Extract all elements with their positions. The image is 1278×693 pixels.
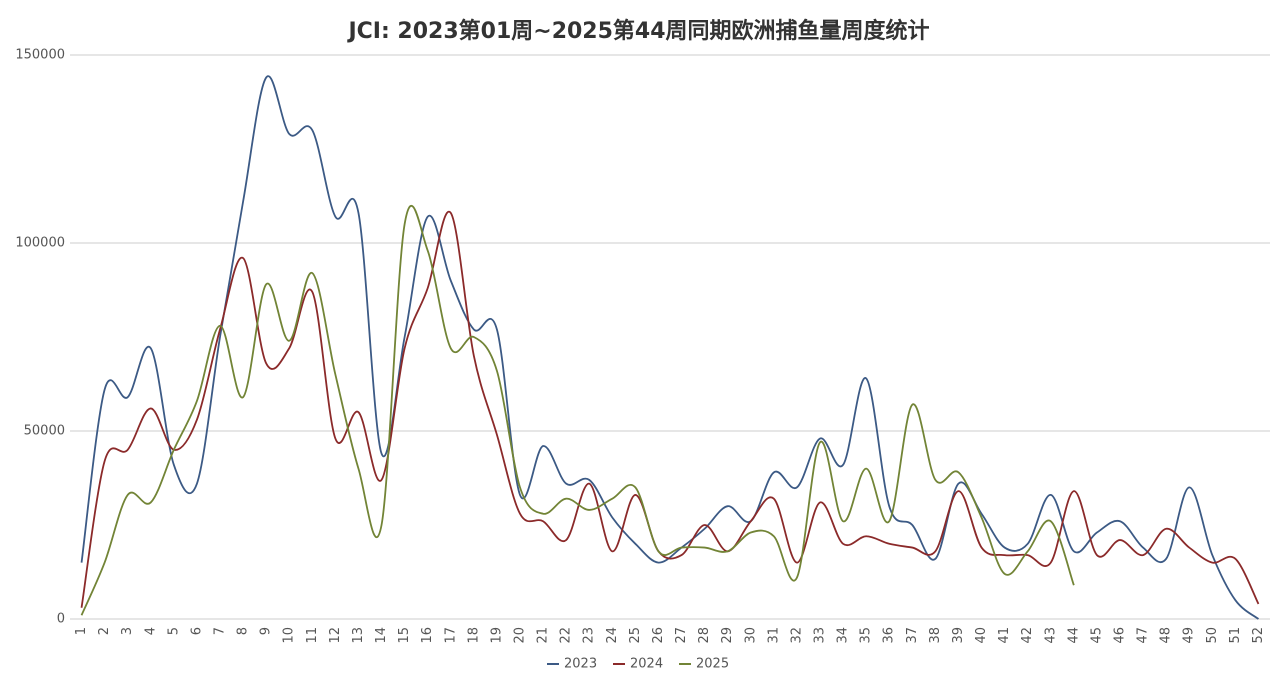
series-line bbox=[80, 210, 1260, 608]
x-tick-label: 27 bbox=[674, 627, 689, 644]
x-tick-label: 45 bbox=[1089, 627, 1104, 644]
x-tick-label: 50 bbox=[1205, 627, 1220, 644]
x-tick-label: 38 bbox=[928, 627, 943, 644]
x-tick-label: 21 bbox=[536, 627, 551, 644]
x-tick-label: 35 bbox=[859, 627, 874, 644]
x-tick-label: 46 bbox=[1113, 627, 1128, 644]
x-tick-label: 6 bbox=[189, 627, 204, 635]
x-tick-label: 7 bbox=[213, 627, 228, 635]
x-tick-label: 5 bbox=[166, 627, 181, 635]
x-tick-label: 32 bbox=[789, 627, 804, 644]
x-tick-label: 40 bbox=[974, 627, 989, 644]
x-tick-label: 39 bbox=[951, 627, 966, 644]
x-tick-label: 31 bbox=[766, 627, 781, 644]
x-tick-label: 49 bbox=[1182, 627, 1197, 644]
x-tick-label: 11 bbox=[305, 627, 320, 644]
x-tick-label: 41 bbox=[997, 627, 1012, 644]
x-tick-label: 33 bbox=[813, 627, 828, 644]
y-tick-label: 150000 bbox=[15, 48, 65, 63]
x-tick-label: 25 bbox=[628, 627, 643, 644]
y-tick-label: 0 bbox=[57, 612, 65, 627]
x-tick-label: 37 bbox=[905, 627, 920, 644]
x-tick-label: 13 bbox=[351, 627, 366, 644]
x-tick-label: 48 bbox=[1159, 627, 1174, 644]
y-tick-label: 50000 bbox=[24, 424, 65, 439]
series-line bbox=[80, 204, 1075, 616]
x-tick-label: 2 bbox=[97, 627, 112, 635]
legend-label: 2024 bbox=[630, 657, 663, 672]
series-line bbox=[80, 75, 1260, 620]
x-tick-label: 30 bbox=[743, 627, 758, 644]
x-tick-label: 36 bbox=[882, 627, 897, 644]
x-tick-label: 18 bbox=[466, 627, 481, 644]
x-tick-label: 3 bbox=[120, 627, 135, 635]
x-tick-label: 44 bbox=[1066, 627, 1081, 644]
x-tick-label: 19 bbox=[489, 627, 504, 644]
x-tick-label: 26 bbox=[651, 627, 666, 644]
x-tick-label: 14 bbox=[374, 627, 389, 644]
legend-label: 2025 bbox=[696, 657, 729, 672]
x-tick-label: 8 bbox=[236, 627, 251, 635]
y-tick-label: 100000 bbox=[15, 236, 65, 251]
x-tick-label: 52 bbox=[1251, 627, 1266, 644]
x-tick-label: 23 bbox=[582, 627, 597, 644]
x-tick-label: 42 bbox=[1020, 627, 1035, 644]
x-tick-label: 43 bbox=[1043, 627, 1058, 644]
legend-label: 2023 bbox=[564, 657, 597, 672]
x-tick-label: 10 bbox=[282, 627, 297, 644]
x-tick-label: 22 bbox=[559, 627, 574, 644]
x-tick-label: 9 bbox=[259, 627, 274, 635]
x-tick-label: 51 bbox=[1228, 627, 1243, 644]
x-tick-label: 16 bbox=[420, 627, 435, 644]
chart-title: JCI: 2023第01周~2025第44周同期欧洲捕鱼量周度统计 bbox=[346, 18, 929, 44]
x-tick-label: 34 bbox=[836, 627, 851, 644]
x-tick-label: 28 bbox=[697, 627, 712, 644]
x-tick-label: 15 bbox=[397, 627, 412, 644]
x-tick-label: 1 bbox=[74, 627, 89, 635]
x-tick-label: 17 bbox=[443, 627, 458, 644]
x-tick-label: 20 bbox=[513, 627, 528, 644]
x-tick-label: 24 bbox=[605, 627, 620, 644]
x-tick-label: 4 bbox=[143, 627, 158, 635]
x-tick-label: 12 bbox=[328, 627, 343, 644]
x-tick-label: 29 bbox=[720, 627, 735, 644]
x-tick-label: 47 bbox=[1136, 627, 1151, 644]
